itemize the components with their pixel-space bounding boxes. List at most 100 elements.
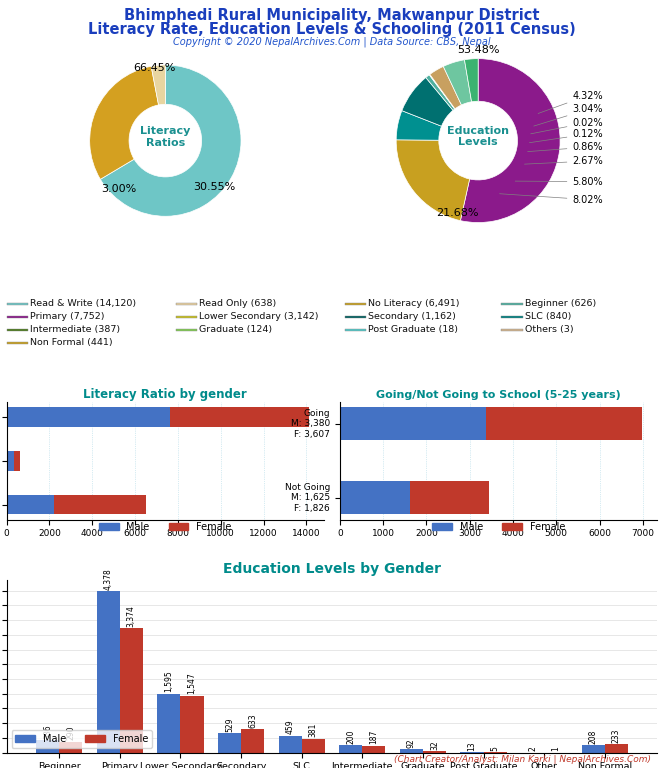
Bar	[423, 751, 446, 753]
Text: 3.00%: 3.00%	[101, 184, 136, 194]
Title: Literacy Ratio by gender: Literacy Ratio by gender	[84, 388, 247, 401]
Bar	[605, 744, 627, 753]
Bar	[340, 481, 410, 515]
Bar	[363, 746, 385, 753]
Bar	[7, 451, 13, 471]
Text: 0.02%: 0.02%	[531, 118, 603, 134]
Bar	[7, 303, 28, 305]
Bar	[582, 745, 605, 753]
Title: Going/Not Going to School (5-25 years): Going/Not Going to School (5-25 years)	[376, 389, 621, 399]
Bar	[339, 745, 363, 753]
Text: 3,374: 3,374	[127, 605, 136, 627]
Text: 1,595: 1,595	[165, 670, 173, 693]
Text: Read Only (638): Read Only (638)	[199, 300, 276, 308]
Text: 200: 200	[347, 730, 355, 743]
Text: 1: 1	[551, 746, 560, 751]
Bar	[410, 481, 489, 515]
Title: Education Levels by Gender: Education Levels by Gender	[223, 561, 441, 575]
Bar	[120, 628, 143, 753]
Text: Others (3): Others (3)	[525, 325, 573, 334]
Text: 1,547: 1,547	[187, 673, 197, 694]
Text: Graduate (124): Graduate (124)	[199, 325, 272, 334]
Bar	[340, 407, 486, 440]
Text: Beginner (626): Beginner (626)	[525, 300, 596, 308]
Text: 5.80%: 5.80%	[515, 177, 603, 187]
Wedge shape	[100, 65, 241, 217]
Bar	[176, 329, 197, 331]
Wedge shape	[90, 66, 159, 179]
Text: 32: 32	[430, 740, 439, 750]
Bar	[7, 342, 28, 344]
Bar	[13, 451, 21, 471]
Wedge shape	[151, 65, 165, 105]
Text: Literacy
Ratios: Literacy Ratios	[140, 126, 191, 147]
Wedge shape	[460, 58, 560, 223]
Bar	[7, 495, 54, 515]
Text: 208: 208	[589, 729, 598, 743]
Text: Post Graduate (18): Post Graduate (18)	[369, 325, 458, 334]
Bar	[486, 407, 642, 440]
Legend: Male, Female: Male, Female	[95, 518, 236, 536]
Bar	[169, 407, 309, 427]
Bar	[501, 303, 523, 305]
Wedge shape	[465, 58, 478, 102]
Text: 4.32%: 4.32%	[538, 91, 603, 114]
Bar	[501, 329, 523, 331]
Text: 3.04%: 3.04%	[534, 104, 603, 126]
Bar	[176, 303, 197, 305]
Wedge shape	[426, 74, 455, 111]
Wedge shape	[396, 140, 469, 220]
Text: Literacy Rate, Education Levels & Schooling (2011 Census): Literacy Rate, Education Levels & School…	[88, 22, 576, 38]
Bar	[345, 329, 367, 331]
Legend: Male, Female: Male, Female	[11, 730, 152, 748]
Text: 21.68%: 21.68%	[436, 208, 479, 218]
Bar	[181, 696, 203, 753]
Text: 5: 5	[491, 746, 499, 751]
Text: Bhimphedi Rural Municipality, Makwanpur District: Bhimphedi Rural Municipality, Makwanpur …	[124, 8, 540, 23]
Bar	[279, 736, 301, 753]
Wedge shape	[444, 60, 471, 105]
Bar	[400, 750, 423, 753]
Wedge shape	[430, 66, 461, 109]
Text: Education
Levels: Education Levels	[447, 126, 509, 147]
Text: No Literacy (6,491): No Literacy (6,491)	[369, 300, 460, 308]
Text: Copyright © 2020 NepalArchives.Com | Data Source: CBS, Nepal: Copyright © 2020 NepalArchives.Com | Dat…	[173, 37, 491, 48]
Text: Read & Write (14,120): Read & Write (14,120)	[30, 300, 136, 308]
Bar	[301, 739, 325, 753]
Bar	[176, 316, 197, 318]
Text: Primary (7,752): Primary (7,752)	[30, 313, 104, 321]
Text: 529: 529	[225, 717, 234, 732]
Text: 0.86%: 0.86%	[528, 142, 603, 152]
Wedge shape	[396, 111, 442, 141]
Text: 233: 233	[612, 728, 621, 743]
Text: 336: 336	[43, 724, 52, 739]
Text: 2: 2	[528, 746, 537, 751]
Text: 4,378: 4,378	[104, 568, 113, 590]
Text: 13: 13	[467, 741, 477, 750]
Text: 66.45%: 66.45%	[133, 62, 175, 72]
Bar	[157, 694, 181, 753]
Bar	[7, 329, 28, 331]
Text: 2.67%: 2.67%	[525, 156, 603, 166]
Text: 187: 187	[369, 730, 378, 744]
Text: (Chart Creator/Analyst: Milan Karki | NepalArchives.Com): (Chart Creator/Analyst: Milan Karki | Ne…	[394, 755, 651, 764]
Bar	[501, 316, 523, 318]
Bar	[7, 316, 28, 318]
Text: 459: 459	[286, 720, 295, 734]
Wedge shape	[430, 74, 455, 109]
Bar	[241, 730, 264, 753]
Text: 381: 381	[309, 723, 317, 737]
Bar	[54, 495, 145, 515]
Wedge shape	[430, 74, 455, 109]
Bar	[37, 740, 59, 753]
Bar	[345, 316, 367, 318]
Text: 633: 633	[248, 713, 257, 728]
Text: 53.48%: 53.48%	[457, 45, 499, 55]
Text: 290: 290	[66, 726, 75, 740]
Bar	[218, 733, 241, 753]
Legend: Male, Female: Male, Female	[428, 518, 569, 536]
Bar	[345, 303, 367, 305]
Text: 30.55%: 30.55%	[193, 182, 236, 192]
Bar	[59, 742, 82, 753]
Text: SLC (840): SLC (840)	[525, 313, 571, 321]
